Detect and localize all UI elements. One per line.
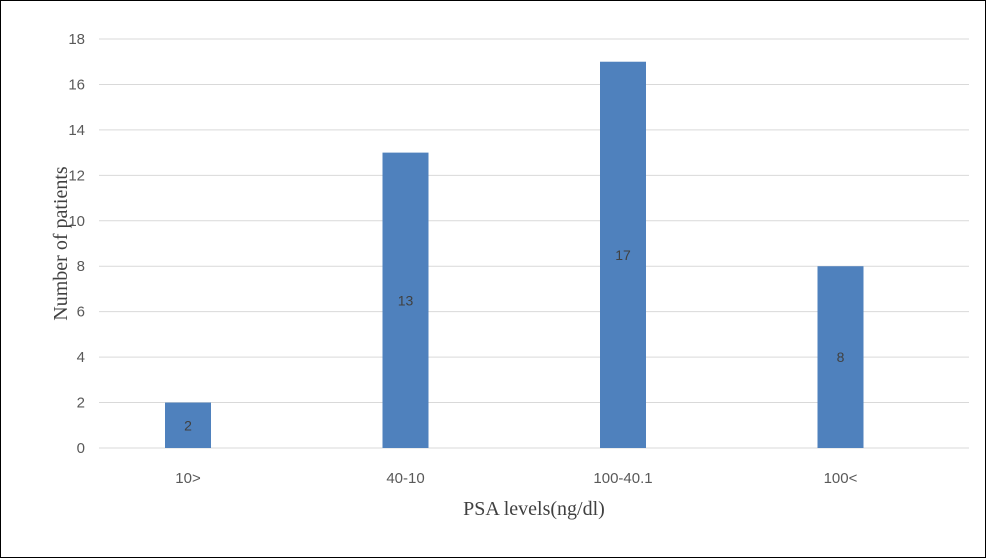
bars: [165, 61, 864, 448]
x-tick-label: 40-10: [386, 470, 424, 487]
x-tick-label: 10>: [175, 470, 201, 487]
y-tick-label: 10: [68, 213, 85, 230]
bar: [817, 266, 864, 448]
y-tick-label: 6: [77, 304, 85, 321]
data-labels: 2 13 17 8: [184, 247, 845, 433]
y-tick-label: 14: [68, 122, 85, 139]
x-tick-label: 100-40.1: [593, 470, 652, 487]
data-label: 13: [398, 292, 414, 308]
bar: [600, 61, 646, 448]
y-tick-label: 2: [77, 395, 85, 412]
x-tick-label: 100<: [824, 470, 858, 487]
y-tick-labels: 0 2 4 6 8 10 12 14 16 18: [68, 31, 85, 457]
y-tick-label: 12: [68, 167, 85, 184]
y-tick-label: 8: [77, 258, 85, 275]
bar: [165, 402, 211, 448]
y-tick-label: 4: [77, 349, 85, 366]
y-axis-title: Number of patients: [50, 166, 72, 321]
y-tick-label: 0: [77, 440, 85, 457]
y-tick-label: 18: [68, 31, 85, 48]
bar: [382, 152, 429, 448]
y-tick-label: 16: [68, 76, 85, 93]
x-tick-labels: 10> 40-10 100-40.1 100<: [175, 470, 857, 487]
x-axis-title: PSA levels(ng/dl): [463, 498, 605, 520]
data-label: 17: [615, 247, 631, 263]
gridlines: [99, 38, 969, 404]
data-label: 2: [184, 417, 192, 433]
data-label: 8: [837, 349, 845, 365]
